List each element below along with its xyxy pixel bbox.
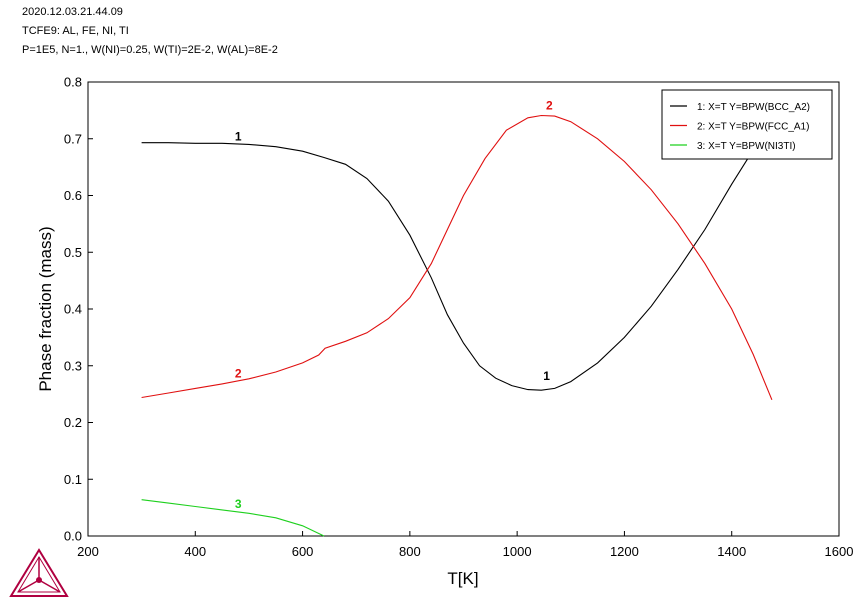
x-tick-label: 1000 — [503, 544, 532, 559]
y-axis-label: Phase fraction (mass) — [36, 226, 55, 391]
conditions-line: P=1E5, N=1., W(NI)=0.25, W(TI)=2E-2, W(A… — [22, 44, 278, 56]
database-line: TCFE9: AL, FE, NI, TI — [22, 25, 129, 37]
x-tick-label: 600 — [292, 544, 314, 559]
legend-box — [661, 89, 833, 160]
x-tick-label: 400 — [184, 544, 206, 559]
series-label-3: 3 — [235, 497, 242, 511]
legend-entry-3: 3: X=T Y=BPW(NI3TI) — [697, 141, 796, 152]
legend-entry-2: 2: X=T Y=BPW(FCC_A1) — [697, 122, 809, 133]
legend-entry-1: 1: X=T Y=BPW(BCC_A2) — [697, 102, 810, 113]
calculation-header: 2020.12.03.21.44.09 TCFE9: AL, FE, NI, T… — [22, 3, 278, 60]
series-line-3 — [141, 499, 325, 537]
legend: 1: X=T Y=BPW(BCC_A2) 2: X=T Y=BPW(FCC_A1)… — [661, 89, 833, 160]
y-tick-label: 0.8 — [64, 75, 82, 90]
x-axis-label: T[K] — [447, 569, 478, 588]
y-tick-label: 0.3 — [64, 358, 82, 373]
x-tick-label: 800 — [399, 544, 421, 559]
y-tick-label: 0.0 — [64, 529, 82, 544]
thermo-calc-logo-icon — [9, 548, 69, 597]
series-label-2: 2 — [235, 367, 242, 381]
x-tick-label: 1200 — [610, 544, 639, 559]
y-tick-label: 0.6 — [64, 188, 82, 203]
series-line-2 — [141, 114, 773, 401]
x-tick-label: 1400 — [717, 544, 746, 559]
y-tick-label: 0.7 — [64, 131, 82, 146]
series-line-1 — [141, 114, 776, 391]
timestamp: 2020.12.03.21.44.09 — [22, 6, 123, 18]
x-tick-label: 1600 — [825, 544, 854, 559]
y-tick-label: 0.5 — [64, 245, 82, 260]
y-tick-label: 0.1 — [64, 472, 82, 487]
y-tick-label: 0.4 — [64, 302, 82, 317]
series-label-1: 1 — [543, 369, 550, 383]
y-tick-label: 0.2 — [64, 415, 82, 430]
x-tick-label: 200 — [77, 544, 99, 559]
series-label-2: 2 — [546, 99, 553, 113]
series-label-1: 1 — [235, 129, 242, 143]
